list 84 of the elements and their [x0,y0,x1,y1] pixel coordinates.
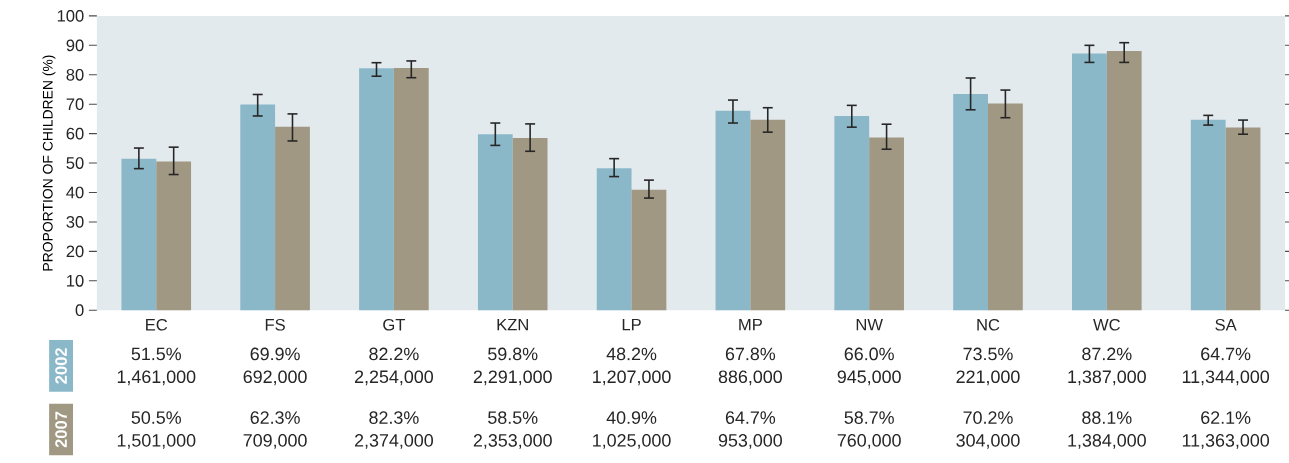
y-tick-label: 80 [66,68,84,81]
text: 2002 [55,347,67,384]
y-tick-label: 10 [67,274,84,287]
data-label: 64.7% [1201,347,1251,361]
bar [953,93,988,311]
text: 1,384,000 [1068,433,1146,449]
bar [512,137,548,311]
bar [121,158,157,311]
x-tick-label: FS [265,318,285,331]
x-tick-label: WC [1093,318,1120,331]
bar [869,137,904,311]
text: 2,291,000 [473,370,552,386]
text: 1,501,000 [117,433,196,449]
y-tick-label: 40 [66,186,84,199]
data-label: 62.3% [250,411,300,424]
x-tick-label: NC [977,318,1000,331]
data-label: 88.1% [1082,411,1132,424]
data-label: 69.9% [250,347,300,361]
text: 2,254,000 [354,370,433,386]
bar [715,110,751,311]
bar [1106,50,1142,311]
text: 1,387,000 [1068,370,1146,386]
bar [750,119,786,311]
bar [1225,127,1261,311]
bar [477,134,513,311]
data-label: 59.8% [488,347,538,361]
bar [275,126,310,311]
text: 945,000 [837,370,901,386]
data-label: 87.2% [1082,347,1132,361]
bar [393,67,429,311]
text: 692,000 [243,370,307,386]
x-tick-label: NW [856,318,883,331]
data-label: 58.5% [488,411,538,424]
bar [834,115,870,311]
bar [1190,119,1226,311]
data-label: 62.1% [1201,411,1251,424]
x-tick-label: SA [1215,318,1237,331]
text: 709,000 [243,433,307,449]
data-label: 50.5% [131,411,181,424]
data-label: 51.5% [131,347,181,361]
bar [1072,53,1107,311]
data-label: 67.8% [725,347,776,361]
x-tick-label: LP [622,318,641,331]
text: 2007 [55,411,67,448]
bar [156,161,192,311]
text: 221,000 [956,370,1020,386]
y-tick-label: 0 [75,304,84,316]
text: 760,000 [837,433,901,449]
y-tick-label: 50 [66,157,84,169]
data-label: 48.2% [606,347,657,361]
y-tick-label: 100 [57,9,84,22]
text: 11,363,000 [1182,433,1270,449]
y-tick-label: 70 [66,98,84,110]
x-tick-label: KZN [497,318,528,331]
text: 304,000 [956,433,1020,449]
data-label: 58.7% [844,411,894,424]
y-tick-label: 20 [66,245,84,258]
data-label: 66.0% [844,347,894,361]
text: 11,344,000 [1182,370,1270,386]
y-tick-label: 60 [66,127,84,140]
data-label: 64.7% [725,411,776,424]
x-tick-label: MP [739,318,762,331]
text: 2,374,000 [354,433,433,449]
data-label: 82.2% [369,347,419,361]
bar [359,68,394,311]
text: 1,025,000 [593,433,671,449]
text: 953,000 [718,433,782,449]
x-tick-label: GT [383,318,406,331]
bar [988,103,1023,311]
text: 1,461,000 [117,370,196,386]
bar [240,104,276,311]
text: 2,353,000 [473,433,552,449]
bar [631,189,667,311]
bar [596,168,632,311]
text: 1,207,000 [593,370,671,386]
data-label: 82.3% [369,411,419,424]
y-tick-label: 30 [66,215,84,228]
data-label: 40.9% [606,411,657,424]
y-axis-title: PROPORTION OF CHILDREN (%) [42,55,56,271]
x-tick-label: EC [146,318,168,331]
data-label: 70.2% [963,411,1013,424]
text: 886,000 [718,370,782,386]
data-label: 73.5% [963,347,1013,361]
y-tick-label: 90 [66,39,84,52]
